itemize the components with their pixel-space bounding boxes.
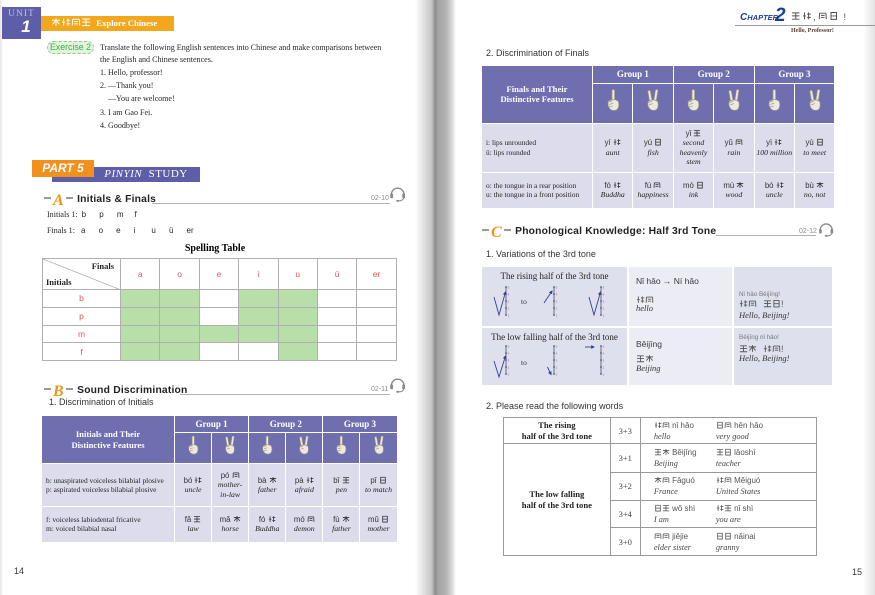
svg-text:to: to (521, 358, 527, 367)
svg-text:to: to (521, 297, 527, 306)
